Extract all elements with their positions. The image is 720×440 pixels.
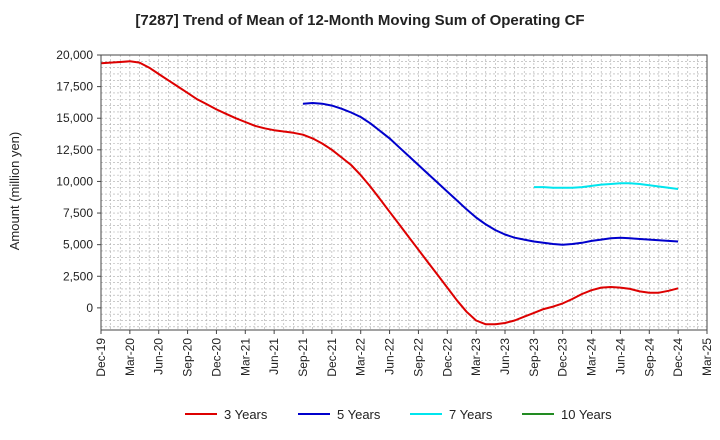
x-tick-label: Sep-23 [527,338,541,377]
chart-title: [7287] Trend of Mean of 12-Month Moving … [135,12,585,29]
axis-layer: 0 2,500 5,000 7,500 10,000 12,500 15,000 17,500… [56,48,714,377]
legend-label-3-years: 3 Years [224,407,268,422]
x-tick-label: Dec-20 [209,338,223,377]
x-tick-label: Dec-22 [440,338,454,377]
x-tick-label: Dec-19 [94,338,108,377]
series-layer [100,60,679,326]
y-tick-label: 10,000 [56,174,93,188]
y-tick-label: 7,500 [63,206,93,220]
x-tick-label: Mar-21 [238,338,252,376]
y-axis-title: Amount (million yen) [7,132,22,251]
x-tick-label: Dec-21 [325,338,339,377]
series-line-7-years [533,182,679,190]
legend-label-7-years: 7 Years [449,407,493,422]
y-tick-label: 20,000 [56,48,93,62]
plot-border [100,54,708,331]
x-tick-label: Mar-22 [354,338,368,376]
legend-label-10-years: 10 Years [561,407,612,422]
y-tick-label: 2,500 [63,269,93,283]
x-tick-label: Jun-21 [267,338,281,375]
x-tick-label: Jun-23 [498,338,512,375]
y-tick-label: 5,000 [63,238,93,252]
series-line-3-years [100,60,679,326]
x-tick-label: Sep-22 [411,338,425,377]
legend: 3 Years 5 Years 7 Years 10 Years [185,407,612,422]
x-tick-label: Mar-25 [700,338,714,376]
legend-label-5-years: 5 Years [337,407,381,422]
x-tick-label: Jun-24 [613,338,627,375]
x-tick-label: Jun-20 [152,338,166,375]
y-tick-label: 15,000 [56,111,93,125]
x-tick-label: Dec-24 [671,338,685,377]
x-tick-label: Sep-24 [642,338,656,377]
x-tick-label: Sep-20 [181,338,195,377]
y-tick-label: 17,500 [56,80,93,94]
x-tick-label: Mar-20 [123,338,137,376]
x-tick-label: Mar-24 [585,338,599,376]
x-tick-label: Jun-22 [383,338,397,375]
x-tick-label: Mar-23 [469,338,483,376]
x-tick-label: Dec-23 [556,338,570,377]
x-tick-label: Sep-21 [296,338,310,377]
series-line-5-years [302,102,679,246]
y-tick-label: 12,500 [56,143,93,157]
y-tick-label: 0 [86,301,93,315]
